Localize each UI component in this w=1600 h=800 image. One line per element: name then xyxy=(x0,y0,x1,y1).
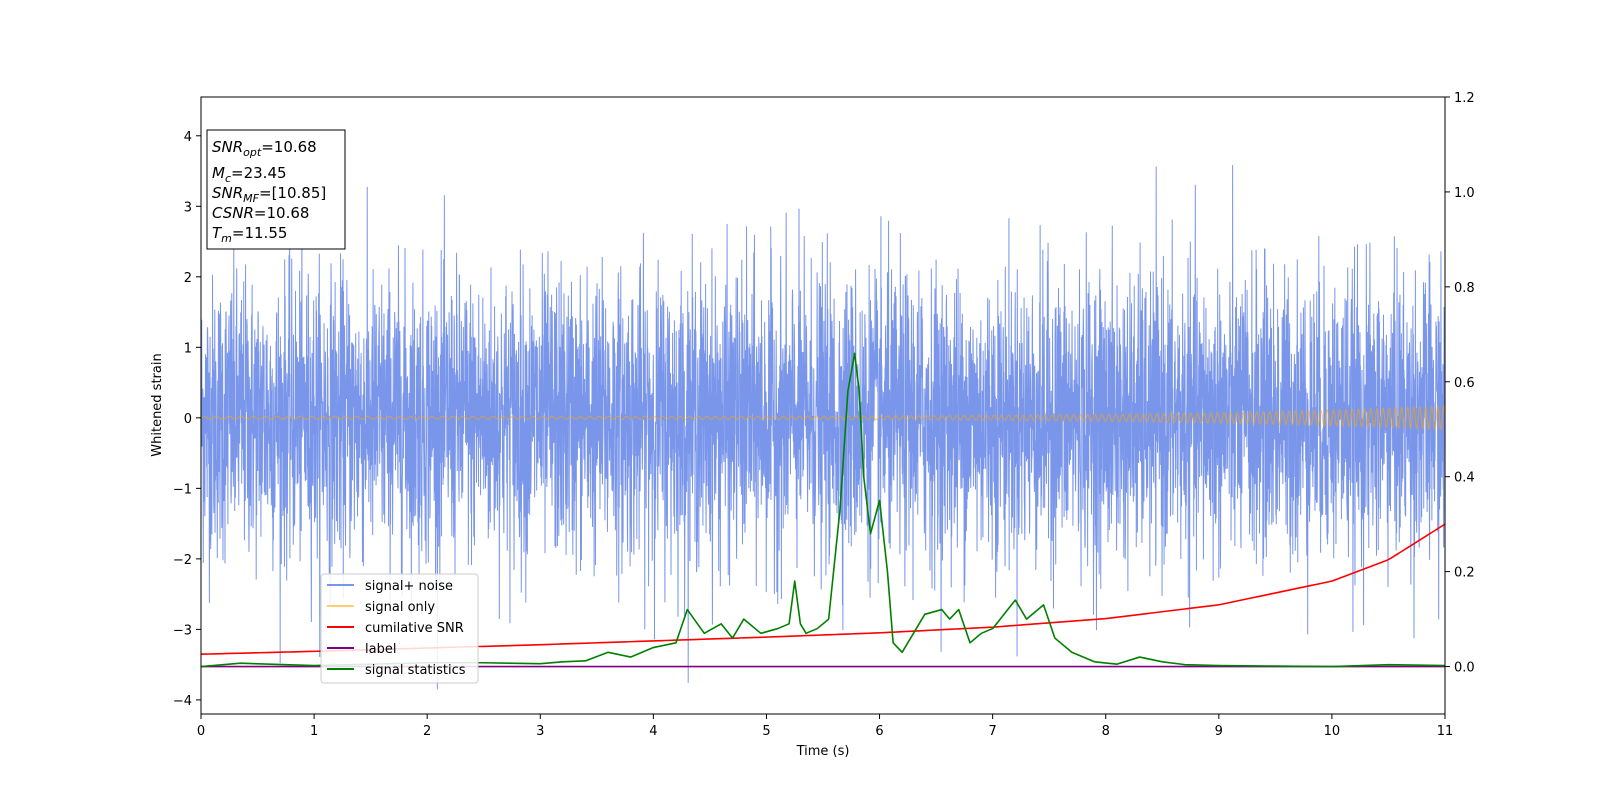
annotation-symbol: SNR xyxy=(212,184,243,202)
y-tick-label: −1 xyxy=(173,482,192,497)
x-tick-label: 4 xyxy=(649,724,657,739)
y-tick-label: −4 xyxy=(173,694,192,709)
series-line-signal-statistics xyxy=(201,352,1445,668)
y-tick-label: −2 xyxy=(173,553,192,568)
y2-tick-label: 0.0 xyxy=(1454,661,1475,676)
annotation-symbol: CSNR xyxy=(212,204,254,222)
annotation-line: SNRopt=10.68 xyxy=(212,138,317,159)
legend-entry: label xyxy=(365,642,396,657)
annotation-line: Tm=11.55 xyxy=(212,224,287,245)
annotation-subscript: MF xyxy=(243,192,259,205)
series-signal-noise xyxy=(201,165,1445,690)
x-tick-label: 10 xyxy=(1324,724,1341,739)
y2-tick-label: 0.8 xyxy=(1454,281,1475,296)
x-tick-label: 2 xyxy=(423,724,431,739)
legend: signal+ noise signal only cumilative SNR la… xyxy=(320,573,479,684)
annotation-value: =10.68 xyxy=(261,138,317,156)
y-tick-label: 3 xyxy=(184,200,192,215)
annotation-symbol: SNR xyxy=(212,138,243,156)
x-tick-label: 5 xyxy=(762,724,770,739)
y-axis-left: −4 −3 −2 −1 0 1 2 3 4 xyxy=(173,130,201,709)
x-tick-label: 3 xyxy=(536,724,544,739)
x-tick-label: 6 xyxy=(875,724,883,739)
y2-tick-label: 0.4 xyxy=(1454,471,1475,486)
series-line-signal-only xyxy=(201,405,1445,431)
x-axis: 0 1 2 3 4 5 6 7 8 9 10 11 xyxy=(197,714,1453,739)
x-tick-label: 7 xyxy=(988,724,996,739)
y-axis-right: 0.0 0.2 0.4 0.6 0.8 1.0 1.2 xyxy=(1445,91,1475,676)
y2-tick-label: 0.6 xyxy=(1454,376,1475,391)
y-tick-label: 0 xyxy=(184,412,192,427)
x-tick-label: 0 xyxy=(197,724,205,739)
annotation-symbol: M xyxy=(212,164,225,182)
annotation-value: =[10.85] xyxy=(259,184,326,202)
annotation-symbol: T xyxy=(212,224,223,242)
y2-tick-label: 1.0 xyxy=(1454,186,1475,201)
legend-entry: signal+ noise xyxy=(365,579,453,594)
y-tick-label: 1 xyxy=(184,341,192,356)
series-line-signal-noise xyxy=(201,165,1445,690)
annotation-value: =11.55 xyxy=(232,224,288,242)
x-tick-label: 8 xyxy=(1102,724,1110,739)
annotation-line: CSNR=10.68 xyxy=(212,204,309,222)
x-tick-label: 9 xyxy=(1215,724,1223,739)
annotation-line: SNRMF=[10.85] xyxy=(212,184,326,205)
x-tick-label: 1 xyxy=(310,724,318,739)
annotation-line: Mc=23.45 xyxy=(212,164,287,185)
legend-entry: cumilative SNR xyxy=(365,621,464,636)
annotation-box: SNRopt=10.68Mc=23.45SNRMF=[10.85]CSNR=10… xyxy=(206,129,346,250)
legend-entry: signal only xyxy=(365,600,435,615)
legend-entry: signal statistics xyxy=(365,663,466,678)
annotation-value: =10.68 xyxy=(254,204,310,222)
y2-tick-label: 1.2 xyxy=(1454,91,1475,106)
annotation-subscript: opt xyxy=(243,146,262,159)
annotation-value: =23.45 xyxy=(231,164,287,182)
y2-tick-label: 0.2 xyxy=(1454,566,1475,581)
y-tick-label: 4 xyxy=(184,130,192,145)
x-axis-label: Time (s) xyxy=(796,744,850,759)
x-tick-label: 11 xyxy=(1437,724,1454,739)
y-tick-label: −3 xyxy=(173,623,192,638)
annotation-subscript: c xyxy=(225,172,231,185)
annotation-subscript: m xyxy=(221,232,232,245)
y-tick-label: 2 xyxy=(184,271,192,286)
plot-frame xyxy=(200,96,1446,715)
y-axis-label: Whitened strain xyxy=(150,353,165,456)
